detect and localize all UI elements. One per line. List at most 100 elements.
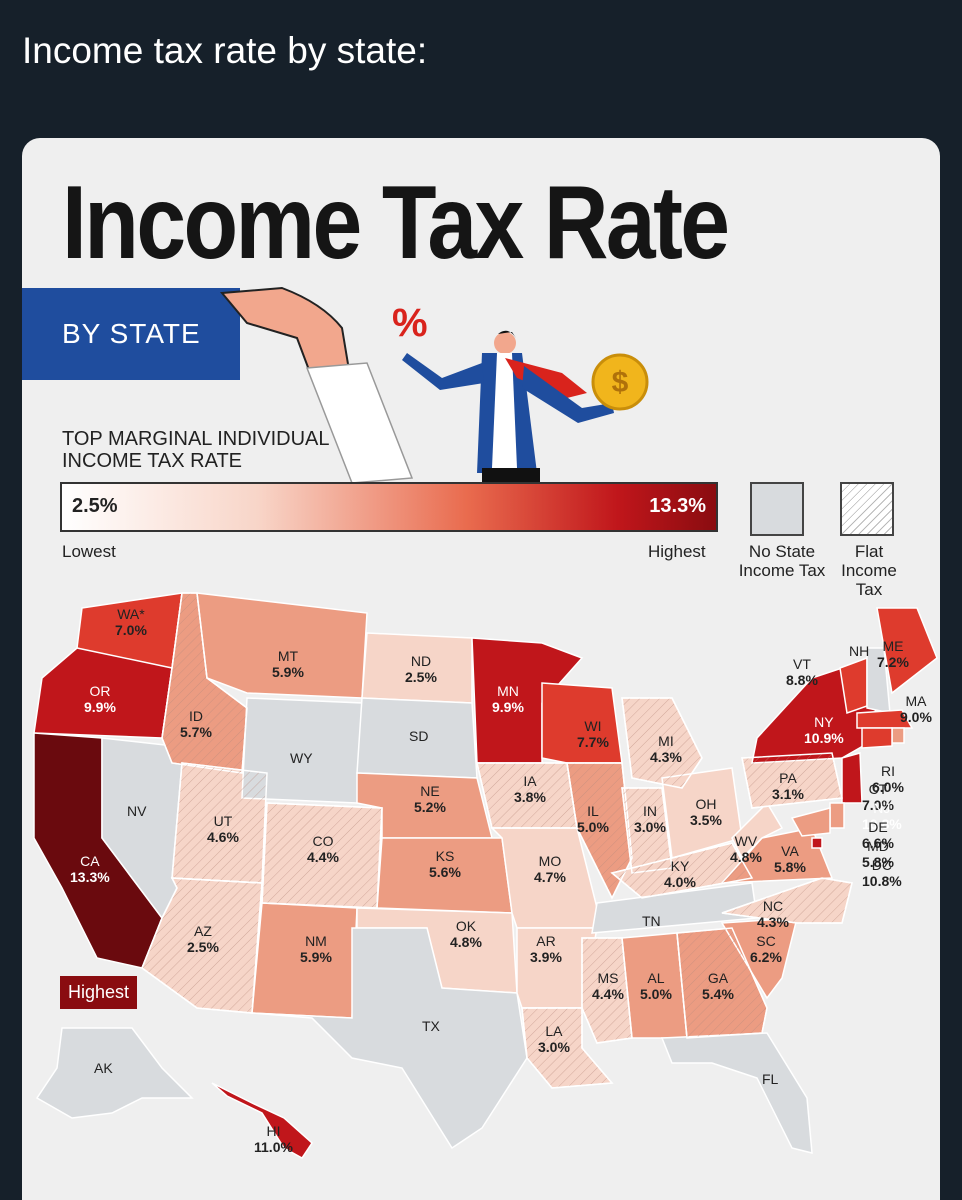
state-rate: 10.8%: [862, 873, 902, 889]
state-label-va: VA 5.8%: [774, 843, 806, 875]
state-rate: 5.0%: [577, 819, 609, 835]
state-pa-flat-hatch: [741, 752, 843, 809]
state-rate: 6.0%: [872, 779, 904, 795]
state-rate: 4.3%: [650, 749, 682, 765]
state-rate: 3.9%: [530, 949, 562, 965]
state-code: ID: [188, 708, 203, 724]
state-label-ms: MS 4.4%: [592, 970, 624, 1002]
state-label-ar: AR 3.9%: [530, 933, 562, 965]
state-rate: 10.9%: [804, 730, 844, 746]
state-rate: 3.1%: [772, 786, 804, 802]
state-ri: [891, 727, 905, 744]
state-code: DC: [871, 857, 892, 873]
state-code: VT: [793, 656, 811, 672]
state-label-nj: NJ 10.8%: [862, 800, 902, 832]
state-label-sc: SC 6.2%: [750, 933, 782, 965]
state-code: ND: [410, 653, 432, 669]
state-code: IN: [642, 803, 657, 819]
state-code: HI: [266, 1123, 281, 1139]
us-map: $ %: [33, 286, 938, 1159]
state-code: AZ: [194, 923, 212, 939]
state-ma: [856, 709, 914, 729]
state-ky-flat-hatch: [610, 842, 754, 899]
state-code: TN: [642, 913, 661, 929]
state-label-nc: NC 4.3%: [757, 898, 789, 930]
state-code: NJ: [873, 800, 891, 816]
state-label-tx: TX: [422, 1018, 440, 1034]
state-label-mt: MT 5.9%: [272, 648, 304, 680]
state-rate: 3.8%: [514, 789, 546, 805]
state-code: MS: [597, 970, 619, 986]
state-code: IA: [523, 773, 537, 789]
state-rate: 4.0%: [664, 874, 696, 890]
state-code: WV: [734, 833, 758, 849]
state-code: NH: [849, 643, 870, 659]
state-label-nd: ND 2.5%: [405, 653, 437, 685]
state-code: CA: [80, 853, 100, 869]
state-label-ri: RI 6.0%: [872, 763, 904, 795]
state-code: UT: [213, 813, 233, 829]
state-code: GA: [707, 970, 729, 986]
state-rate: 7.7%: [577, 734, 609, 750]
state-hi: [211, 1082, 313, 1159]
state-code: VA: [781, 843, 799, 859]
state-label-ne: NE 5.2%: [414, 783, 446, 815]
state-rate: 7.2%: [877, 654, 909, 670]
state-label-mo: MO 4.7%: [534, 853, 566, 885]
state-rate: 6.2%: [750, 949, 782, 965]
state-label-ak: AK: [94, 1060, 113, 1076]
state-rate: 4.8%: [450, 934, 482, 950]
state-md: [790, 807, 831, 837]
state-label-de: DE 6.6%: [862, 819, 894, 851]
state-code: CO: [312, 833, 334, 849]
subtitle-text: BY STATE: [62, 318, 201, 349]
state-code: NY: [814, 714, 834, 730]
state-rate: 4.4%: [592, 986, 624, 1002]
state-label-wi: WI 7.7%: [577, 718, 609, 750]
state-code: PA: [779, 770, 797, 786]
state-ga-flat-hatch: [676, 927, 768, 1039]
state-label-ut: UT 4.6%: [207, 813, 239, 845]
state-code: SC: [756, 933, 776, 949]
state-rate: 6.6%: [862, 835, 894, 851]
state-rate: 3.0%: [538, 1039, 570, 1055]
state-code: CT: [868, 781, 888, 797]
state-rate: 2.5%: [405, 669, 437, 685]
state-code: MO: [538, 853, 562, 869]
state-label-or: OR 9.9%: [84, 683, 116, 715]
state-code: KS: [435, 848, 455, 864]
dollar-icon: $: [612, 366, 629, 399]
state-rate: 2.5%: [187, 939, 219, 955]
state-rate: 13.3%: [70, 869, 110, 885]
state-rate: 8.8%: [786, 672, 818, 688]
state-label-md: MD 5.8%: [862, 838, 894, 870]
state-rate: 4.6%: [207, 829, 239, 845]
state-label-ia: IA 3.8%: [514, 773, 546, 805]
state-rate: 5.6%: [429, 864, 461, 880]
state-label-il: IL 5.0%: [577, 803, 609, 835]
state-code: TX: [422, 1018, 440, 1034]
state-rate: 5.8%: [862, 854, 894, 870]
state-label-me: ME 7.2%: [877, 638, 909, 670]
legend-flat-tax-label: Flat Income Tax: [841, 542, 897, 599]
state-code: OR: [89, 683, 111, 699]
state-label-hi: HI 11.0%: [254, 1123, 293, 1155]
state-code: MT: [277, 648, 299, 664]
state-label-az: AZ 2.5%: [187, 923, 219, 955]
state-rate: 5.7%: [180, 724, 212, 740]
state-rate: 9.0%: [900, 709, 932, 725]
state-or: [33, 647, 173, 739]
legend-heading: TOP MARGINAL INDIVIDUAL INCOME TAX RATE: [62, 428, 329, 472]
scale-max: 13.3%: [649, 495, 706, 517]
state-label-id: ID 5.7%: [180, 708, 212, 740]
state-shapes: [33, 592, 938, 1159]
state-rate: 4.8%: [730, 849, 762, 865]
state-rate: 5.8%: [774, 859, 806, 875]
state-co-flat-hatch: [261, 802, 383, 909]
state-label-ok: OK 4.8%: [450, 918, 482, 950]
state-rate: 4.3%: [757, 914, 789, 930]
infographic-card: Income Tax Rate BY STATE $ %: [22, 138, 940, 1200]
state-code: KY: [670, 858, 690, 874]
state-label-tn: TN: [642, 913, 661, 929]
state-rate: 5.0%: [640, 986, 672, 1002]
